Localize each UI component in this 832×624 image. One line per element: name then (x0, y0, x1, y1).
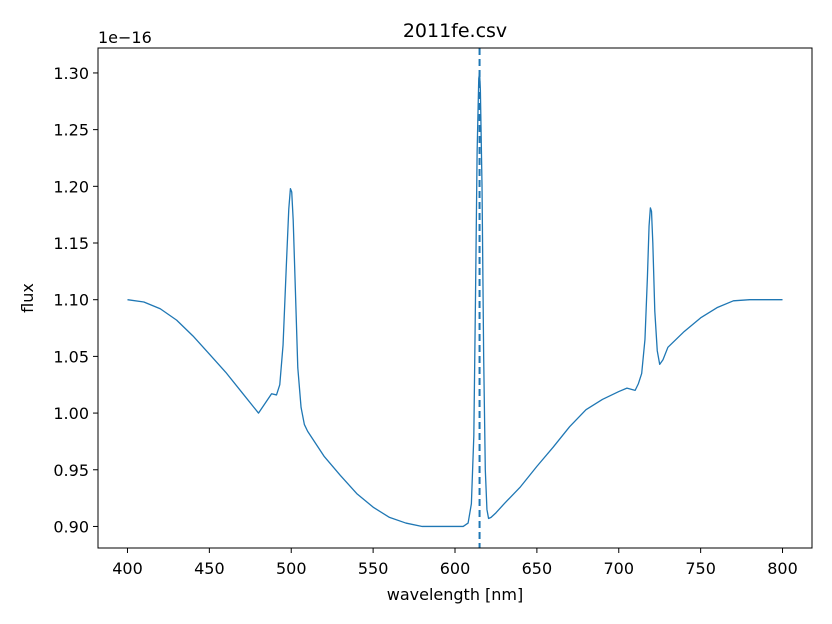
x-axis-label: wavelength [nm] (387, 585, 524, 604)
y-axis-offset-label: 1e−16 (98, 28, 152, 47)
x-tick-label: 450 (194, 559, 225, 578)
y-tick-label: 1.00 (53, 404, 89, 423)
x-tick-label: 650 (522, 559, 553, 578)
y-tick-label: 1.10 (53, 291, 89, 310)
y-tick-label: 1.30 (53, 64, 89, 83)
axes-frame (97, 47, 813, 549)
y-axis-label: flux (18, 283, 37, 313)
y-tick-label: 1.20 (53, 177, 89, 196)
x-tick-label: 700 (603, 559, 634, 578)
x-tick-label: 600 (440, 559, 471, 578)
x-tick-label: 400 (112, 559, 143, 578)
y-tick-label: 0.90 (53, 517, 89, 536)
x-tick-label: 800 (767, 559, 798, 578)
y-tick-label: 1.05 (53, 347, 89, 366)
y-axis-ticks: 0.90 0.95 1.00 1.05 1.10 1.15 1.20 1.25 1.30 (53, 64, 98, 536)
y-tick-label: 1.25 (53, 121, 89, 140)
flux-series-line (127, 72, 783, 528)
chart-title: 2011fe.csv (403, 20, 507, 42)
plot-content (127, 48, 783, 548)
x-tick-label: 550 (358, 559, 389, 578)
x-tick-label: 500 (276, 559, 307, 578)
y-tick-label: 0.95 (53, 461, 89, 480)
x-axis-ticks: 400 450 500 550 600 650 700 750 800 (112, 548, 798, 578)
x-tick-label: 750 (685, 559, 716, 578)
y-tick-label: 1.15 (53, 234, 89, 253)
